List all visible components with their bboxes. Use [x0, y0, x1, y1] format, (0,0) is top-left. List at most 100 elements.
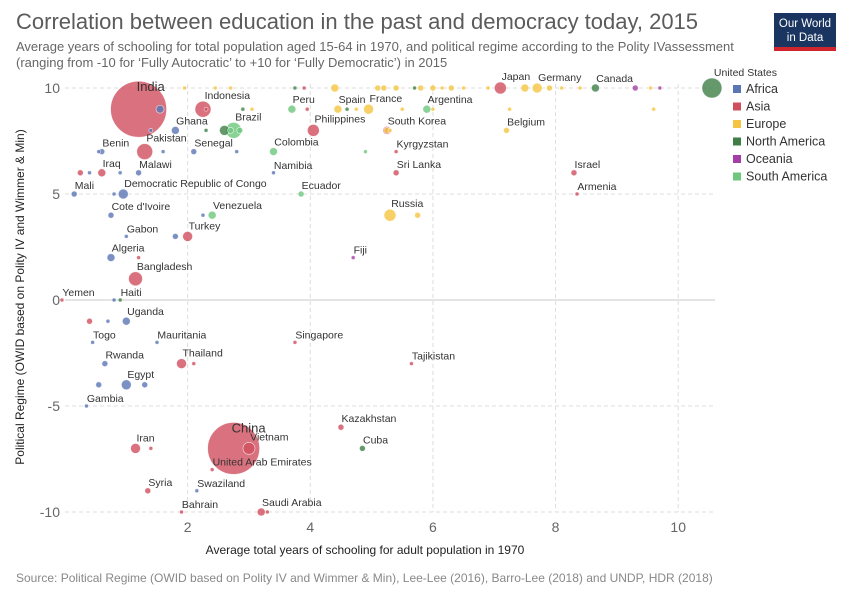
data-point[interactable] [182, 85, 187, 91]
point-india[interactable] [110, 80, 167, 138]
point-uganda[interactable] [121, 316, 131, 326]
point-mali[interactable] [70, 190, 78, 198]
data-point[interactable] [301, 85, 307, 91]
point-singapore[interactable] [292, 340, 298, 345]
data-point[interactable] [507, 106, 512, 112]
data-point[interactable] [96, 149, 102, 154]
data-point[interactable] [631, 84, 639, 92]
data-point[interactable] [392, 84, 400, 92]
point-iraq[interactable] [97, 168, 107, 178]
data-point[interactable] [191, 361, 197, 366]
point-bahrain[interactable] [179, 509, 184, 515]
data-point[interactable] [234, 149, 240, 154]
point-namibia[interactable] [271, 170, 276, 176]
data-point[interactable] [228, 85, 233, 91]
data-point[interactable] [203, 128, 209, 133]
data-point[interactable] [240, 106, 246, 112]
data-point[interactable] [363, 149, 368, 154]
data-point[interactable] [485, 85, 491, 91]
data-point[interactable] [172, 233, 179, 240]
data-point[interactable] [353, 106, 359, 112]
point-united-arab-emirates[interactable] [209, 467, 215, 472]
data-point[interactable] [399, 106, 405, 112]
data-point[interactable] [374, 84, 382, 92]
data-point[interactable] [559, 85, 565, 91]
data-point[interactable] [330, 83, 340, 93]
point-ecuador[interactable] [297, 190, 305, 198]
point-malawi[interactable] [135, 169, 142, 177]
data-point[interactable] [203, 106, 209, 112]
data-point[interactable] [236, 127, 244, 134]
data-point[interactable] [227, 127, 234, 134]
point-philippines[interactable] [306, 124, 320, 137]
point-venezuela[interactable] [207, 210, 217, 220]
point-argentina[interactable] [422, 104, 432, 114]
data-point[interactable] [111, 191, 117, 197]
data-point[interactable] [439, 85, 445, 91]
point-gambia[interactable] [84, 403, 89, 409]
point-france[interactable] [363, 103, 374, 115]
point-russia[interactable] [383, 208, 397, 222]
data-point[interactable] [265, 509, 270, 515]
data-point[interactable] [86, 317, 93, 325]
point-gabon[interactable] [123, 234, 129, 239]
data-point[interactable] [148, 128, 154, 133]
point-china[interactable] [207, 422, 260, 475]
data-point[interactable] [461, 85, 466, 91]
data-point[interactable] [111, 297, 117, 303]
point-rwanda[interactable] [101, 360, 109, 367]
point-canada[interactable] [591, 83, 600, 93]
data-point[interactable] [648, 85, 653, 91]
legend-item-label[interactable]: Africa [746, 82, 778, 96]
point-egypt[interactable] [120, 379, 132, 391]
data-point[interactable] [414, 211, 421, 219]
point-togo[interactable] [90, 340, 95, 345]
data-point[interactable] [292, 85, 298, 91]
data-point[interactable] [520, 83, 530, 93]
data-point[interactable] [430, 106, 436, 112]
data-point[interactable] [212, 85, 218, 91]
owid-logo[interactable]: Our World in Data [774, 13, 836, 51]
point-fiji[interactable] [350, 255, 356, 260]
data-point[interactable] [249, 106, 255, 112]
point-saudi-arabia[interactable] [256, 507, 266, 517]
point-bangladesh[interactable] [128, 271, 143, 287]
data-point[interactable] [447, 84, 455, 92]
point-sri-lanka[interactable] [392, 169, 400, 177]
point-israel[interactable] [570, 169, 578, 177]
point-united-states[interactable] [701, 77, 723, 99]
point-mauritania[interactable] [154, 340, 160, 345]
point-yemen[interactable] [59, 297, 65, 303]
data-point[interactable] [577, 85, 583, 91]
legend-item-label[interactable]: Asia [746, 100, 770, 114]
point-syria[interactable] [144, 487, 152, 495]
data-point[interactable] [417, 84, 425, 92]
data-point[interactable] [200, 212, 206, 218]
data-point[interactable] [141, 381, 149, 389]
point-tajikistan[interactable] [409, 361, 414, 366]
point-germany[interactable] [531, 82, 543, 94]
legend-item-label[interactable]: Europe [746, 117, 786, 131]
point-iran[interactable] [130, 443, 141, 454]
point-democratic-republic-of-congo[interactable] [117, 188, 129, 200]
data-point[interactable] [304, 106, 310, 112]
point-spain[interactable] [333, 104, 343, 114]
point-turkey[interactable] [182, 231, 193, 242]
point-ghana[interactable] [171, 126, 180, 135]
point-swaziland[interactable] [194, 488, 200, 494]
point-thailand[interactable] [176, 358, 187, 369]
data-point[interactable] [412, 85, 417, 91]
point-japan[interactable] [494, 81, 507, 95]
data-point[interactable] [155, 104, 165, 114]
data-point[interactable] [117, 170, 123, 176]
data-point[interactable] [95, 381, 103, 389]
point-colombia[interactable] [269, 147, 278, 156]
point-vietnam[interactable] [242, 442, 256, 455]
data-point[interactable] [87, 170, 92, 176]
point-algeria[interactable] [106, 253, 116, 262]
point-cote-d-ivoire[interactable] [107, 211, 115, 219]
data-point[interactable] [380, 84, 388, 92]
legend-item-label[interactable]: North America [746, 135, 825, 149]
data-point[interactable] [546, 84, 553, 92]
point-cuba[interactable] [359, 445, 366, 452]
